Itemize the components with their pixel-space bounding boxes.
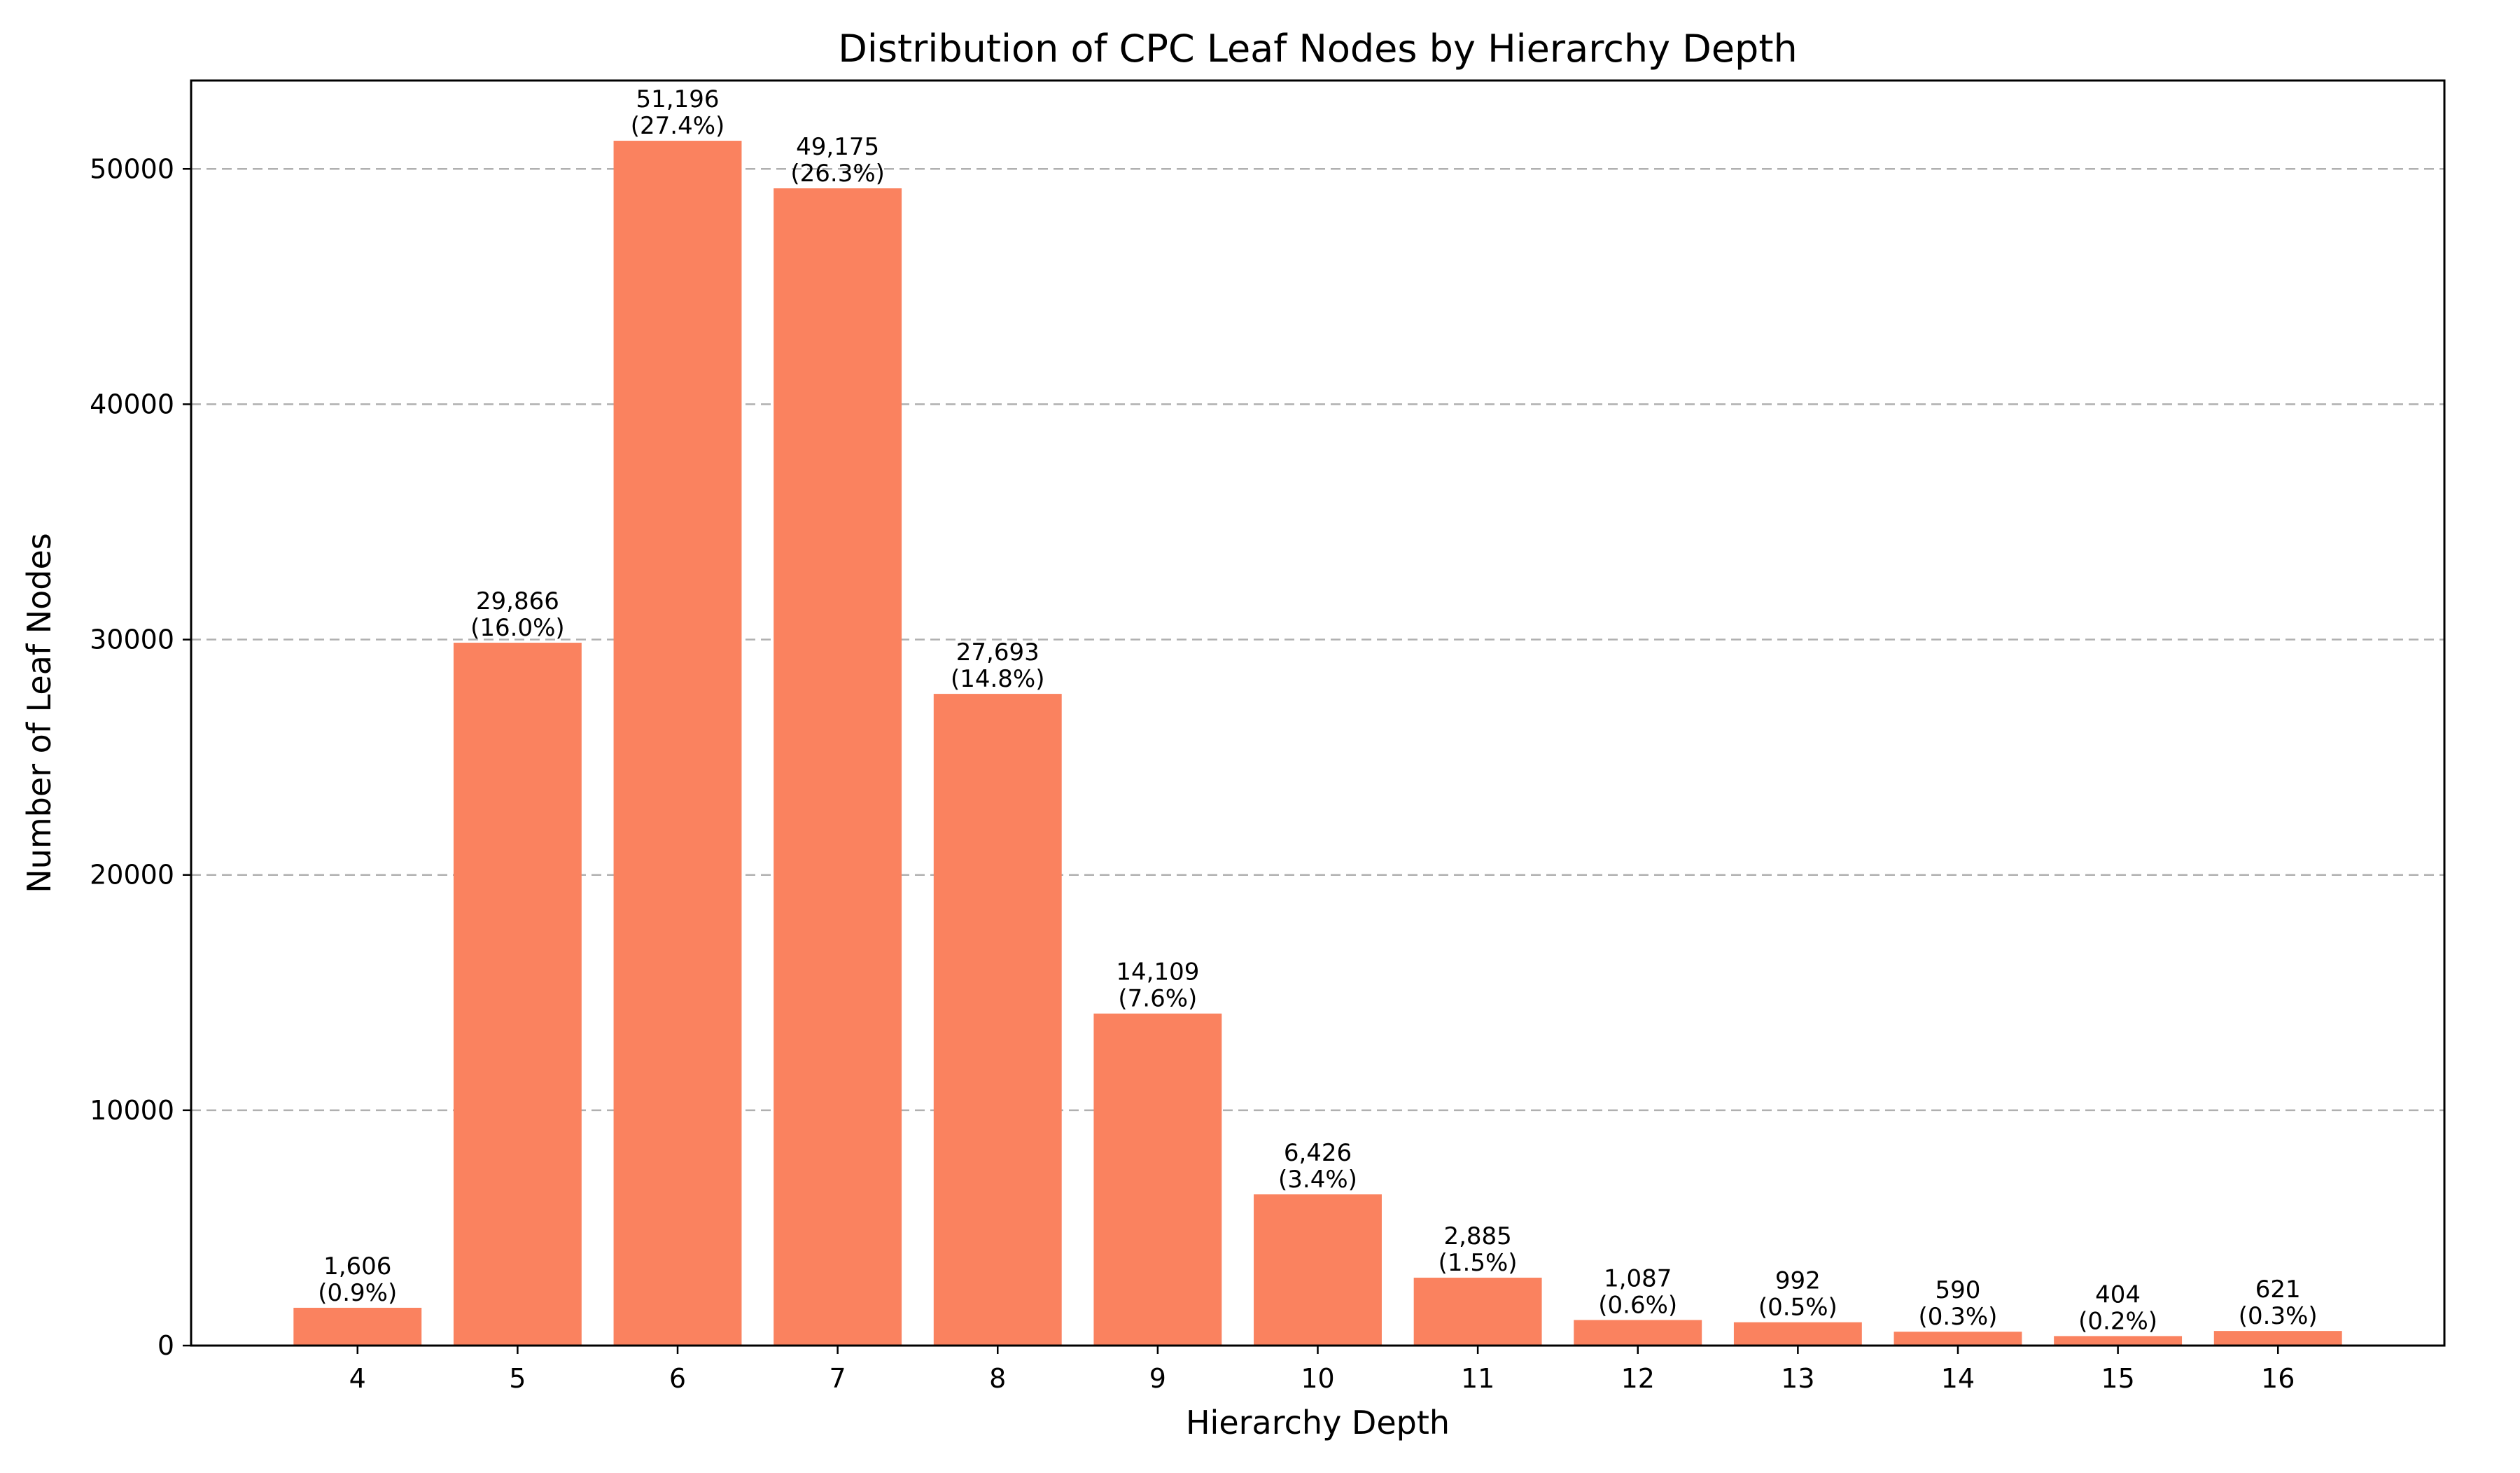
y-axis-ticks: 0 10000 20000 30000 40000 50000 — [90, 153, 191, 1361]
bar-depth-14 — [1893, 1332, 2022, 1346]
x-tick-label: 4 — [349, 1363, 366, 1394]
x-tick-label: 5 — [509, 1363, 526, 1394]
bar-percent-label: (27.4%) — [631, 112, 725, 140]
x-tick-label: 8 — [989, 1363, 1006, 1394]
bar-value-label: 621 — [2255, 1276, 2301, 1304]
x-axis-label: Hierarchy Depth — [1186, 1404, 1450, 1441]
bar-percent-label: (26.3%) — [790, 160, 885, 188]
bar-percent-label: (0.5%) — [1758, 1294, 1837, 1322]
bar-value-label: 1,606 — [323, 1252, 391, 1280]
bar-value-label: 6,426 — [1284, 1139, 1352, 1167]
bar-depth-15 — [2054, 1336, 2183, 1346]
bar-percent-label: (16.0%) — [470, 614, 565, 642]
bar-percent-label: (0.6%) — [1598, 1291, 1677, 1319]
x-tick-label: 7 — [830, 1363, 846, 1394]
y-tick-label: 40000 — [90, 389, 174, 419]
bar-value-label: 27,693 — [956, 638, 1040, 666]
x-tick-label: 10 — [1301, 1363, 1334, 1394]
bar-depth-13 — [1733, 1322, 1862, 1346]
bar-value-label: 29,866 — [476, 587, 559, 615]
bar-percent-label: (7.6%) — [1118, 985, 1197, 1013]
bar-value-label: 590 — [1935, 1276, 1981, 1304]
x-axis-ticks: 4 5 6 7 8 9 10 11 12 13 14 15 16 — [349, 1346, 2295, 1394]
bar-value-label: 404 — [2095, 1280, 2141, 1308]
y-tick-label: 10000 — [90, 1095, 174, 1126]
x-tick-label: 14 — [1941, 1363, 1975, 1394]
bar-value-labels: (0.9%)1,606 (16.0%)29,866 (27.4%)51,196 (26… — [318, 85, 2317, 1335]
bars — [293, 141, 2342, 1346]
bar-value-label: 14,109 — [1116, 958, 1199, 986]
bar-depth-8 — [933, 694, 1062, 1346]
bar-depth-9 — [1093, 1013, 1222, 1346]
x-tick-label: 16 — [2261, 1363, 2295, 1394]
bar-depth-12 — [1574, 1320, 1702, 1346]
x-tick-label: 15 — [2101, 1363, 2134, 1394]
bar-value-label: 1,087 — [1604, 1264, 1672, 1292]
bar-depth-7 — [774, 188, 902, 1346]
bar-percent-label: (1.5%) — [1438, 1249, 1518, 1277]
y-tick-label: 0 — [158, 1330, 174, 1361]
y-axis-label: Number of Leaf Nodes — [20, 533, 58, 893]
x-tick-label: 6 — [669, 1363, 686, 1394]
chart-title: Distribution of CPC Leaf Nodes by Hierar… — [838, 27, 1797, 71]
x-tick-label: 9 — [1149, 1363, 1166, 1394]
y-tick-label: 50000 — [90, 153, 174, 184]
bar-percent-label: (0.2%) — [2078, 1307, 2157, 1335]
bar-value-label: 49,175 — [796, 133, 879, 161]
y-tick-label: 20000 — [90, 860, 174, 891]
bar-percent-label: (0.9%) — [318, 1279, 397, 1307]
bar-percent-label: (3.4%) — [1278, 1166, 1357, 1194]
bar-value-label: 992 — [1775, 1267, 1821, 1295]
bar-depth-16 — [2213, 1331, 2342, 1346]
bar-depth-4 — [293, 1308, 422, 1346]
x-tick-label: 11 — [1461, 1363, 1494, 1394]
bar-percent-label: (0.3%) — [1919, 1303, 1998, 1331]
bar-value-label: 51,196 — [636, 85, 720, 113]
bar-depth-6 — [613, 141, 742, 1346]
bar-depth-5 — [453, 643, 582, 1346]
x-tick-label: 12 — [1621, 1363, 1655, 1394]
bar-value-label: 2,885 — [1443, 1222, 1511, 1250]
bar-percent-label: (14.8%) — [951, 665, 1045, 693]
bar-depth-10 — [1254, 1194, 1382, 1346]
bar-percent-label: (0.3%) — [2239, 1302, 2318, 1330]
x-tick-label: 13 — [1781, 1363, 1814, 1394]
bar-depth-11 — [1413, 1278, 1542, 1346]
y-tick-label: 30000 — [90, 624, 174, 655]
